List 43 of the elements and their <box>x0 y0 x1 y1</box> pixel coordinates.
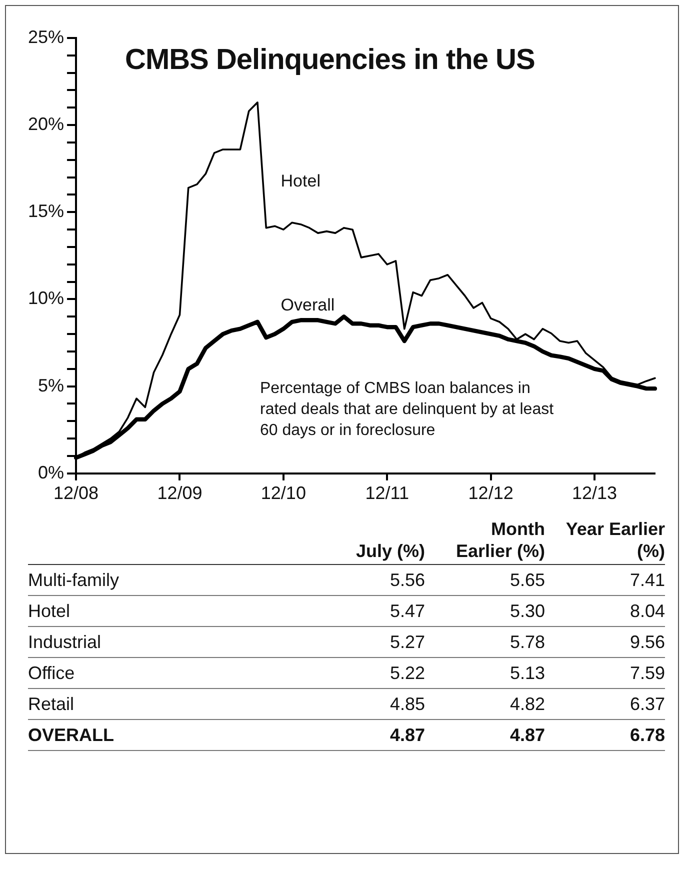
y-tick-label: 0% <box>38 462 64 482</box>
data-label: 7.41 <box>545 564 665 596</box>
data-label: 5.22 <box>305 658 425 688</box>
data-label: 9.56 <box>545 626 665 658</box>
data-label: 5.78 <box>425 626 545 658</box>
category-label: Industrial <box>28 626 305 658</box>
category-label: Retail <box>28 688 305 720</box>
y-tick-label: 20% <box>28 114 64 134</box>
y-tick-label: 5% <box>38 375 64 396</box>
data-label: 5.56 <box>305 564 425 596</box>
data-label: 5.30 <box>425 596 545 626</box>
data-label: 4.87 <box>305 720 425 750</box>
text: July (%) <box>305 518 425 564</box>
x-tick-label: 12/12 <box>468 483 514 504</box>
data-label: 4.82 <box>425 688 545 720</box>
category-label: Office <box>28 658 305 688</box>
annotation: Percentage of CMBS loan balances in rated deals that are delinquent by at least 60 days or in foreclosure <box>260 379 555 441</box>
data-label: 8.04 <box>545 596 665 626</box>
y-tick-label: 25% <box>28 26 64 47</box>
y-tick-label: 15% <box>28 201 64 222</box>
x-tick-label: 12/09 <box>157 483 202 504</box>
x-tick-label: 12/10 <box>260 483 306 504</box>
category-label: OVERALL <box>28 720 305 750</box>
series-label: Overall <box>280 295 335 314</box>
data-label: 6.78 <box>545 720 665 750</box>
data-label: 7.59 <box>545 658 665 688</box>
text: Month Earlier (%) <box>425 518 545 564</box>
chart-title: CMBS Delinquencies in the US <box>125 44 535 77</box>
data-label: 5.13 <box>425 658 545 688</box>
data-label: 5.65 <box>425 564 545 596</box>
data-label: 4.85 <box>305 688 425 720</box>
data-label: 5.47 <box>305 596 425 626</box>
series-label: Hotel <box>280 171 320 190</box>
data-label: 4.87 <box>425 720 545 750</box>
x-tick-label: 12/08 <box>54 483 99 504</box>
y-tick-label: 10% <box>28 288 64 308</box>
x-tick-label: 12/13 <box>572 483 618 504</box>
data-label: 5.27 <box>305 626 425 658</box>
data-label: 6.37 <box>545 688 665 720</box>
category-label: Hotel <box>28 596 305 626</box>
category-label: Multi-family <box>28 564 305 596</box>
x-tick-label: 12/11 <box>365 483 409 504</box>
text: Year Earlier (%) <box>545 518 665 564</box>
